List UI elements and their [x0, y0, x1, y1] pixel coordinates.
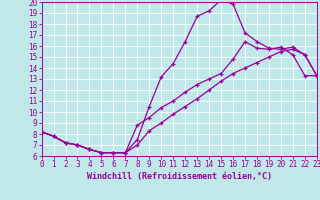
X-axis label: Windchill (Refroidissement éolien,°C): Windchill (Refroidissement éolien,°C): [87, 172, 272, 181]
